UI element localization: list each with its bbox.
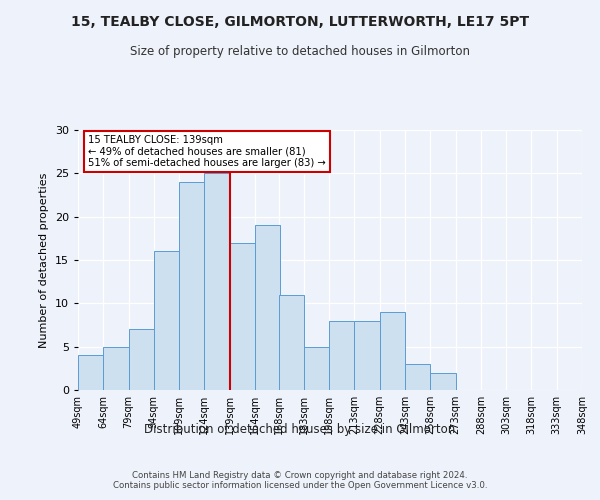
Bar bbox=[304, 346, 329, 390]
Bar bbox=[103, 346, 128, 390]
Bar bbox=[380, 312, 405, 390]
Text: 15, TEALBY CLOSE, GILMORTON, LUTTERWORTH, LE17 5PT: 15, TEALBY CLOSE, GILMORTON, LUTTERWORTH… bbox=[71, 15, 529, 29]
Text: Size of property relative to detached houses in Gilmorton: Size of property relative to detached ho… bbox=[130, 45, 470, 58]
Bar bbox=[329, 320, 355, 390]
Text: Contains HM Land Registry data © Crown copyright and database right 2024.
Contai: Contains HM Land Registry data © Crown c… bbox=[113, 470, 487, 490]
Bar bbox=[179, 182, 205, 390]
Bar bbox=[78, 356, 103, 390]
Bar bbox=[154, 252, 179, 390]
Text: 15 TEALBY CLOSE: 139sqm
← 49% of detached houses are smaller (81)
51% of semi-de: 15 TEALBY CLOSE: 139sqm ← 49% of detache… bbox=[88, 135, 326, 168]
Text: Distribution of detached houses by size in Gilmorton: Distribution of detached houses by size … bbox=[145, 422, 455, 436]
Bar bbox=[355, 320, 380, 390]
Bar bbox=[278, 294, 304, 390]
Bar bbox=[128, 330, 154, 390]
Bar bbox=[405, 364, 430, 390]
Y-axis label: Number of detached properties: Number of detached properties bbox=[39, 172, 49, 348]
Bar bbox=[205, 174, 230, 390]
Bar bbox=[430, 372, 455, 390]
Bar bbox=[230, 242, 255, 390]
Bar bbox=[255, 226, 280, 390]
